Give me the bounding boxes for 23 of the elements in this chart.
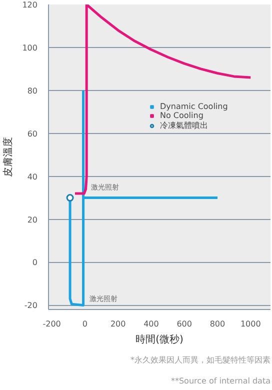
- x-tick-label: 400: [144, 320, 159, 328]
- x-tick-label: 200: [110, 320, 126, 328]
- y-axis-title: 皮膚溫度: [2, 137, 14, 177]
- x-tick-label: 800: [210, 320, 226, 328]
- line-series: [74, 4, 252, 195]
- text: *永久效果因人而異，如毛髮特性等因素: [130, 356, 270, 364]
- x-tick-label: 600: [176, 320, 192, 328]
- x-tick-label: -200: [42, 320, 61, 328]
- y-tick-label: 60: [27, 129, 38, 138]
- y-tick-label: 120: [22, 0, 38, 10]
- text: **Source of internal data: [170, 376, 271, 386]
- legend-label: Dynamic Cooling: [160, 102, 228, 111]
- y-tick-label: 100: [22, 43, 38, 52]
- y-tick-label: 0: [32, 258, 38, 268]
- y-tick-label: 40: [27, 172, 38, 182]
- x-tick-label: 0: [82, 320, 88, 328]
- x-axis-title: 時間(微秒): [136, 334, 184, 346]
- y-tick-label: -20: [24, 301, 38, 310]
- legend-label: 冷凍氣體噴出: [160, 120, 208, 131]
- x-tick-label: 1000: [240, 320, 261, 328]
- y-tick-label: 20: [27, 215, 38, 224]
- legend-label: No Cooling: [160, 111, 204, 120]
- y-tick-label: 80: [27, 86, 38, 96]
